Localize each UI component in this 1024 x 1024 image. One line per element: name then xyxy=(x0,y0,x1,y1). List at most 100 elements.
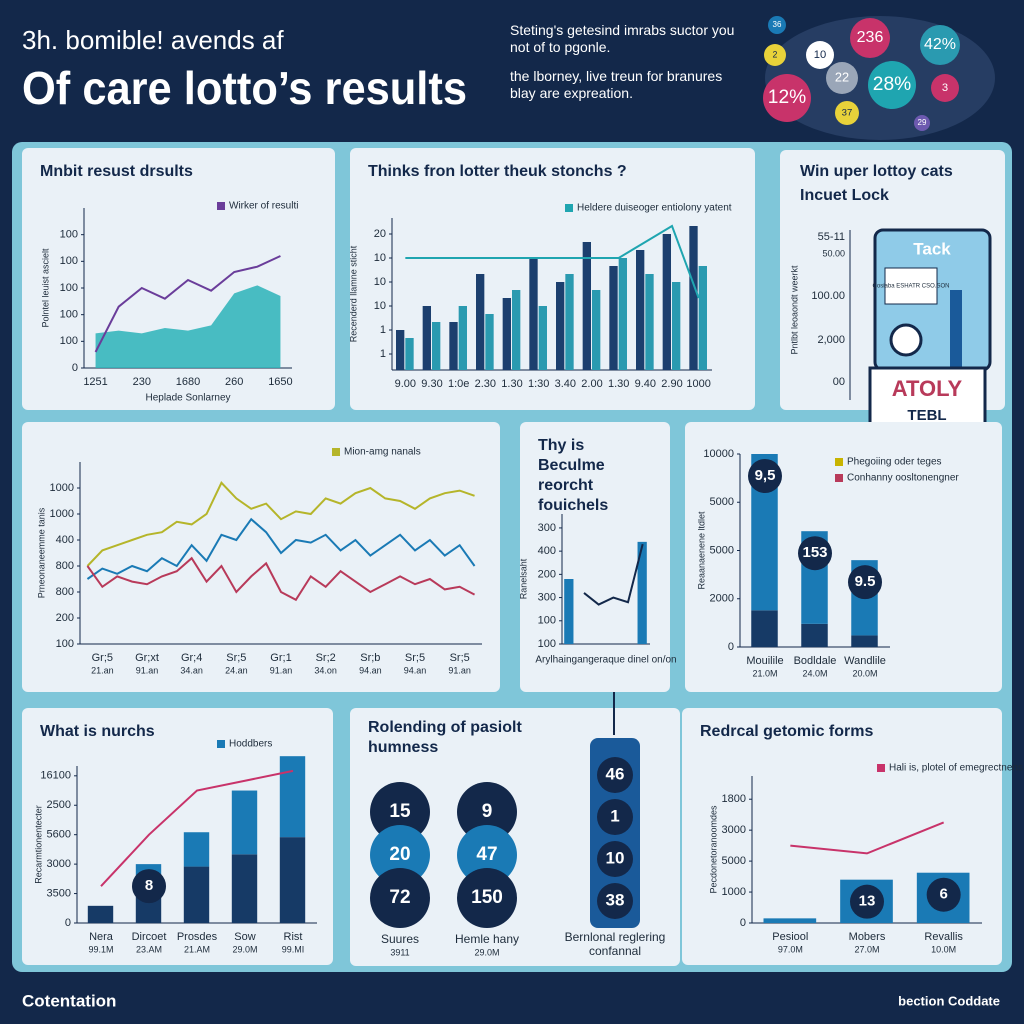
panel xyxy=(22,422,500,692)
lock-icon xyxy=(889,323,923,357)
y-tick-label: 16100 xyxy=(40,770,71,782)
y-tick-label: 200 xyxy=(538,568,556,580)
y-tick-label: 20 xyxy=(374,228,386,240)
bar xyxy=(564,579,574,644)
bubble-label: 29 xyxy=(918,118,927,127)
bar xyxy=(637,541,647,644)
x-tick-label: Sr;2 xyxy=(316,652,336,664)
bar xyxy=(183,832,210,867)
legend-label: Wirker of resulti xyxy=(229,201,298,212)
bar xyxy=(502,298,511,370)
y-tick-label: 0 xyxy=(740,917,746,929)
y-tick-label: 300 xyxy=(538,591,556,603)
bubble-label: 12% xyxy=(768,87,806,108)
bubble xyxy=(806,41,834,69)
legend-label: Conhanny oosltonengner xyxy=(847,473,959,484)
x-tick-label: 1680 xyxy=(176,376,200,388)
x-axis-label: Heplade Sonlarney xyxy=(145,393,230,404)
x-tick-note: 24.an xyxy=(225,665,248,675)
number-circle xyxy=(457,868,517,928)
bar xyxy=(851,635,878,647)
y-tick-label: 5000 xyxy=(710,496,734,508)
legend-label: Mion-amg nanals xyxy=(344,447,421,458)
footer-left: Cotentation xyxy=(22,991,116,1010)
legend-label: Hali is, plotel of emegrectnens xyxy=(889,763,1023,774)
bubble xyxy=(764,44,786,66)
bar xyxy=(645,274,654,370)
bar xyxy=(396,330,405,370)
panel-title: Mnbit resust drsults xyxy=(40,163,193,180)
bar xyxy=(538,306,547,370)
bar xyxy=(609,266,618,370)
x-tick-note: 99.1M xyxy=(88,944,113,954)
badge xyxy=(848,565,882,600)
x-tick-note: 34.an xyxy=(180,665,203,675)
x-tick-label: Revallis xyxy=(924,931,963,943)
x-tick-label: Dircoet xyxy=(132,931,167,943)
x-tick-label: Nera xyxy=(89,931,114,943)
bubble-label: 28% xyxy=(873,74,911,95)
bar xyxy=(618,258,627,370)
number-circle xyxy=(370,868,430,928)
card-note: Cosiaba ESHATR CSO.SON xyxy=(873,284,950,290)
y-tick-label: 2000 xyxy=(710,593,734,605)
note: the lborney, live treun for branures bla… xyxy=(510,68,723,101)
y-tick-label: 0 xyxy=(65,917,71,929)
bubble-label: 3 xyxy=(942,82,948,94)
bubble xyxy=(920,25,960,65)
bar xyxy=(556,282,565,370)
x-tick-label: 1:0e xyxy=(448,378,469,390)
x-tick-label: 9.40 xyxy=(635,378,656,390)
main-title: Of care lotto’s results xyxy=(22,62,467,114)
line xyxy=(583,543,644,606)
y-tick-label: 1000 xyxy=(50,482,74,494)
y-tick-label: 1000 xyxy=(50,508,74,520)
badge xyxy=(798,536,832,571)
legend-swatch xyxy=(332,448,340,456)
bar xyxy=(422,306,431,370)
x-tick-note: 34.on xyxy=(314,665,337,675)
bubble-label: 36 xyxy=(773,20,782,29)
footer-right: bection Coddate xyxy=(898,993,1000,1008)
bar xyxy=(279,837,306,923)
x-tick-note: 27.0M xyxy=(854,944,879,954)
badge-label: 9.5 xyxy=(855,573,876,590)
badge-label: 6 xyxy=(939,886,947,903)
x-tick-label: 9.00 xyxy=(395,378,416,390)
line xyxy=(100,769,294,887)
bar xyxy=(529,258,538,370)
x-tick-label: Gr;4 xyxy=(181,652,202,664)
x-tick-label: Sr;5 xyxy=(226,652,246,664)
x-tick-note: 29.0M xyxy=(232,944,257,954)
x-tick-label: Mobers xyxy=(849,931,886,943)
y-tick-label: 10 xyxy=(374,300,386,312)
lock-label: 00 xyxy=(833,376,845,388)
x-tick-label: 1:30 xyxy=(528,378,549,390)
y-tick-label: 2500 xyxy=(47,799,71,811)
circle-number: 9 xyxy=(482,801,493,822)
y-tick-label: 5000 xyxy=(722,855,746,867)
x-axis-label: Arylhaingangeraque dinel on/on xyxy=(535,655,676,666)
bubble xyxy=(850,18,890,58)
y-axis-label: Ranelsaht xyxy=(518,558,528,599)
circle-sub: 29.0M xyxy=(474,947,499,957)
x-tick-label: 260 xyxy=(225,376,243,388)
line xyxy=(86,517,476,580)
x-tick-label: Bodldale xyxy=(794,655,837,667)
line xyxy=(790,821,945,855)
legend-label: Phegoiing oder teges xyxy=(847,457,942,468)
badge-label: 9,5 xyxy=(755,467,776,484)
bubble xyxy=(835,101,859,125)
legend-swatch xyxy=(835,458,843,466)
x-tick-label: Gr;5 xyxy=(92,652,113,664)
y-axis-label: Prneonaneemme tanis xyxy=(36,507,46,598)
bar xyxy=(231,790,258,855)
panel-title: What is nurchs xyxy=(40,723,155,740)
y-axis-label: Polntel leuist ascielt xyxy=(40,248,50,328)
y-tick-label: 800 xyxy=(56,560,74,572)
panel xyxy=(682,708,1002,965)
bar xyxy=(582,242,591,370)
column-number: 10 xyxy=(606,848,625,867)
